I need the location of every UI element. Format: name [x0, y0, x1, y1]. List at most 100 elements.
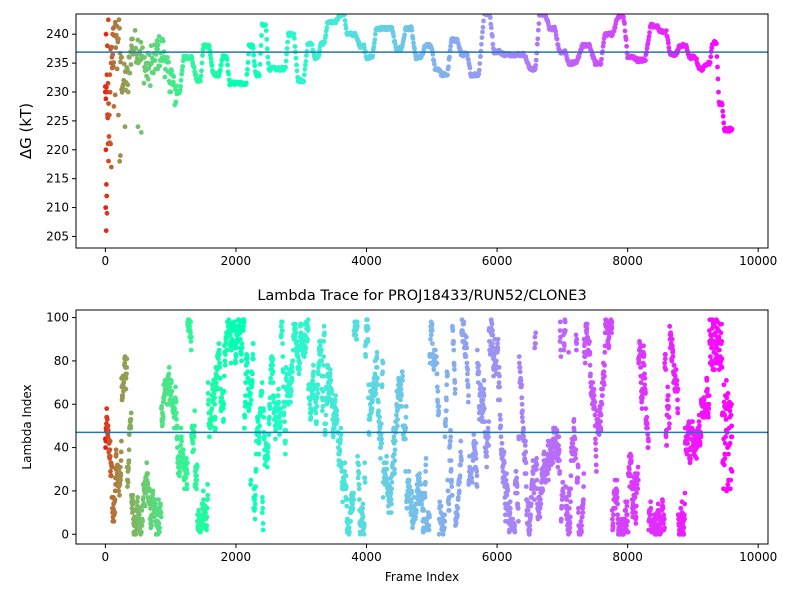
bottom-plot-frame [75, 309, 769, 545]
bottom-data-point [697, 423, 702, 429]
top-data-point [257, 61, 263, 67]
top-data-point [343, 26, 349, 31]
top-data-point [142, 54, 147, 60]
bottom-data-point [365, 326, 371, 331]
bottom-data-point [450, 328, 456, 333]
bottom-data-point [448, 458, 454, 463]
bottom-data-point [270, 356, 276, 362]
bottom-data-point [311, 369, 316, 375]
bottom-data-point [501, 449, 507, 455]
bottom-data-point [615, 501, 620, 507]
bottom-data-point [355, 453, 360, 459]
bottom-data-point [672, 373, 678, 379]
bottom-data-point [320, 388, 326, 394]
bottom-data-point [486, 419, 492, 424]
bottom-data-point [332, 397, 338, 403]
bottom-data-point [654, 531, 660, 537]
bottom-data-point [158, 501, 164, 507]
bottom-data-point [517, 369, 523, 375]
top-data-point [371, 44, 377, 50]
bottom-data-point [126, 466, 131, 472]
bottom-data-point [473, 456, 479, 461]
bottom-data-point [279, 332, 284, 338]
bottom-data-point [426, 523, 432, 528]
bottom-data-point [266, 421, 272, 427]
bottom-data-point [384, 453, 389, 459]
top-data-point [479, 41, 484, 47]
bottom-data-point [355, 475, 361, 481]
bottom-data-point [489, 321, 495, 327]
bottom-data-point [661, 516, 667, 522]
bottom-data-point [634, 482, 640, 487]
bottom-data-point [302, 354, 307, 359]
y-tick-label: 240 [46, 27, 69, 41]
bottom-data-point [139, 529, 144, 535]
y-tick-label: 230 [46, 85, 69, 99]
top-data-point [126, 54, 132, 60]
bottom-data-point [360, 514, 366, 520]
bottom-data-point [351, 497, 357, 502]
bottom-data-point [464, 360, 470, 366]
bottom-data-point [712, 367, 717, 372]
bottom-data-point [354, 319, 360, 325]
top-data-point [714, 41, 719, 46]
bottom-data-point [488, 349, 493, 355]
top-data-point [534, 41, 540, 47]
bottom-data-point [434, 384, 440, 390]
bottom-data-point [534, 466, 539, 472]
bottom-data-point [624, 512, 630, 518]
bottom-data-point [283, 451, 288, 457]
top-data-point [208, 52, 213, 58]
bottom-data-point [119, 438, 124, 444]
top-data-point [218, 62, 224, 68]
bottom-data-point [451, 339, 456, 344]
bottom-data-point [321, 339, 327, 344]
bottom-data-point [406, 469, 412, 474]
bottom-data-point [107, 447, 113, 453]
bottom-data-point [156, 497, 161, 502]
top-data-point [104, 43, 110, 49]
bottom-data-point [675, 406, 680, 411]
top-data-point [402, 32, 407, 38]
top-data-point [104, 182, 109, 187]
bottom-data-point [413, 514, 418, 520]
top-data-point [432, 61, 437, 67]
top-data-point [106, 101, 111, 106]
bottom-data-point [174, 417, 179, 422]
bottom-data-point [461, 319, 467, 325]
bottom-data-point [342, 460, 348, 466]
top-data-point [430, 51, 436, 57]
bottom-data-point [240, 328, 246, 333]
bottom-data-point [523, 449, 529, 455]
bottom-data-point [575, 479, 580, 485]
bottom-data-point [593, 447, 599, 453]
bottom-data-point [594, 469, 599, 474]
bottom-data-point [564, 497, 569, 502]
bottom-data-point [260, 505, 266, 511]
bottom-data-point [239, 358, 244, 364]
bottom-data-point [270, 362, 275, 368]
bottom-data-point [123, 375, 129, 381]
bottom-data-point [357, 497, 362, 502]
bottom-data-point [591, 393, 597, 398]
bottom-data-point [379, 440, 385, 446]
bottom-data-point [238, 352, 244, 357]
bottom-data-point [248, 391, 253, 396]
top-data-point [138, 130, 144, 135]
top-data-point [245, 60, 251, 65]
bottom-data-point [288, 393, 294, 398]
bottom-data-point [347, 529, 352, 535]
bottom-data-point [719, 339, 725, 344]
bottom-data-point [434, 371, 440, 377]
bottom-data-point [190, 440, 196, 446]
bottom-data-point [191, 434, 197, 440]
bottom-data-point [179, 434, 184, 440]
bottom-data-point [485, 425, 491, 431]
bottom-data-point [183, 475, 189, 481]
bottom-data-point [172, 406, 178, 411]
top-data-point [708, 54, 714, 60]
top-data-point [140, 45, 145, 50]
bottom-data-point [508, 505, 513, 511]
top-data-point [206, 43, 212, 49]
bottom-data-point [407, 484, 413, 489]
